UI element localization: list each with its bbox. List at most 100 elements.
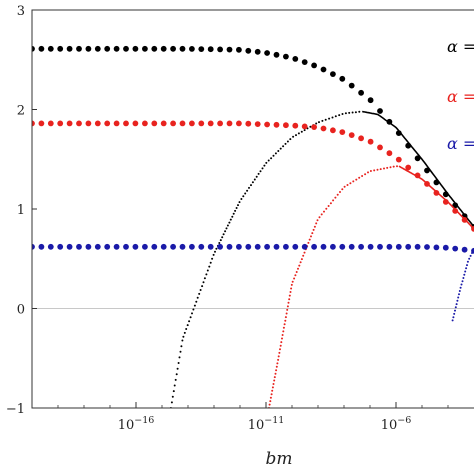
curve-point (192, 308, 195, 311)
data-point (132, 120, 139, 127)
data-point (151, 45, 158, 52)
curve-point (349, 182, 352, 185)
data-point (104, 243, 111, 250)
curve-point (289, 291, 292, 293)
curve-point (206, 269, 209, 272)
curve-point (235, 207, 238, 209)
curve-point (250, 184, 252, 187)
curve-point (334, 196, 337, 199)
curve-point (343, 185, 346, 188)
curve-point (355, 178, 358, 181)
data-point (32, 120, 35, 127)
curve-point (311, 232, 314, 235)
curve-point (288, 298, 291, 301)
curve-point (180, 345, 183, 348)
series-4 (268, 165, 398, 408)
curve-point (259, 170, 262, 173)
data-point (367, 97, 374, 104)
curve-point (346, 184, 349, 186)
series-7 (451, 249, 474, 322)
curve-point (240, 198, 243, 200)
data-point (330, 127, 336, 134)
curve-point (376, 168, 379, 171)
curve-point (354, 111, 357, 114)
curve-point (341, 188, 344, 191)
data-point (32, 45, 35, 52)
legend-entry-1: α = (447, 87, 474, 106)
data-point (245, 243, 252, 250)
curve-point (290, 283, 293, 286)
data-point (320, 243, 327, 250)
data-point (311, 124, 317, 130)
curve-point (324, 118, 327, 121)
curve-point (295, 134, 297, 137)
curve-point (461, 280, 464, 283)
curve-point (289, 138, 292, 141)
curve-point (288, 294, 291, 297)
curve-point (188, 320, 191, 323)
data-point (123, 243, 129, 250)
curve-point (279, 147, 282, 150)
data-point (264, 50, 270, 56)
data-point (292, 243, 299, 250)
curve-point (325, 207, 328, 210)
data-point (132, 243, 139, 250)
curve-point (271, 386, 274, 389)
curve-point (189, 316, 192, 319)
data-point (85, 243, 92, 250)
data-point (189, 120, 195, 127)
x-tick-label: 10−16 (118, 415, 155, 433)
curve-point (329, 202, 332, 205)
data-point (358, 135, 364, 142)
curve-point (282, 330, 285, 333)
curve-point (293, 277, 296, 280)
curve-point (273, 376, 276, 379)
curve-point (465, 267, 468, 270)
data-point (254, 121, 261, 127)
curve-point (201, 285, 204, 288)
curve-point (231, 215, 234, 218)
curve-point (464, 270, 467, 273)
curve-point (255, 175, 258, 178)
data-point (283, 243, 289, 250)
curve-point (466, 260, 469, 263)
data-point (113, 45, 120, 52)
curve-point (383, 167, 385, 170)
curve-point (454, 309, 456, 312)
data-point (339, 243, 346, 250)
curve-point (242, 195, 245, 198)
curve-point (312, 228, 315, 231)
series-6 (32, 243, 474, 254)
curve-point (272, 383, 275, 385)
curve-point (300, 130, 303, 133)
data-point (57, 243, 64, 250)
curve-point (339, 191, 341, 193)
curve-point (225, 227, 228, 230)
curve-point (364, 173, 367, 176)
curve-point (308, 238, 311, 241)
curve-point (275, 369, 278, 372)
curve-point (286, 308, 289, 311)
data-point (94, 120, 101, 127)
curve-point (284, 316, 287, 319)
curve-point (251, 181, 254, 184)
data-point (160, 45, 167, 52)
data-point (339, 129, 346, 136)
curve-point (248, 186, 250, 189)
curve-point (295, 271, 298, 273)
curve-point (468, 257, 471, 260)
curve-point (176, 367, 179, 370)
data-point (254, 48, 261, 55)
data-point (189, 46, 195, 52)
curve-point (269, 400, 272, 403)
data-point (377, 243, 383, 250)
curve-point (361, 175, 364, 177)
data-point (348, 132, 355, 139)
x-tick-label: 10−11 (248, 415, 285, 433)
data-point (198, 120, 205, 127)
data-point (348, 243, 355, 250)
curve-point (321, 119, 324, 122)
curve-point (281, 334, 284, 336)
curve-point (232, 212, 235, 215)
data-point (292, 122, 299, 129)
